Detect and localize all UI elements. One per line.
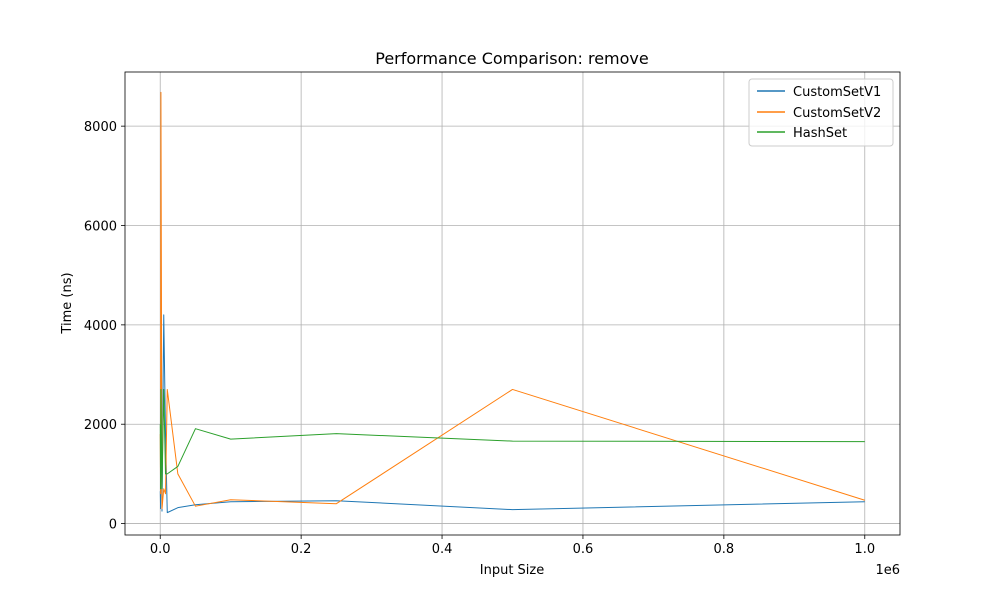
y-tick-label: 0: [109, 518, 117, 533]
x-tick-label: 0.4: [432, 542, 453, 557]
x-tick-label: 0.8: [714, 542, 735, 557]
x-tick-label: 0.0: [150, 542, 171, 557]
y-tick-label: 8000: [84, 120, 117, 135]
legend-box: [748, 78, 894, 147]
series-line-customsetv2: [159, 91, 865, 510]
legend: CustomSetV1 CustomSetV2 HashSet: [748, 78, 894, 147]
y-axis: 0 2000 4000 6000 8000: [84, 120, 125, 533]
y-tick-label: 4000: [84, 319, 117, 334]
x-tick-label: 0.6: [573, 542, 594, 557]
x-tick-label: 0.2: [291, 542, 312, 557]
y-tick-label: 2000: [84, 418, 117, 433]
gridlines: [125, 72, 900, 535]
x-axis-label: Input Size: [480, 563, 544, 578]
legend-label-customsetv2: CustomSetV2: [793, 106, 881, 121]
plot-frame: [124, 71, 901, 536]
plot-area: [125, 72, 900, 535]
x-tick-label: 1.0: [854, 542, 875, 557]
y-tick-label: 6000: [84, 220, 117, 235]
series-line-hashset: [159, 388, 865, 490]
chart-title: Performance Comparison: remove: [375, 49, 649, 68]
y-axis-label: Time (ns): [60, 272, 75, 334]
x-axis: 0.0 0.2 0.4 0.6 0.8 1.0: [150, 535, 875, 557]
legend-label-hashset: HashSet: [793, 126, 847, 141]
series-lines: [159, 91, 865, 514]
legend-label-customsetv1: CustomSetV1: [793, 85, 881, 100]
x-offset-label: 1e6: [875, 563, 900, 578]
